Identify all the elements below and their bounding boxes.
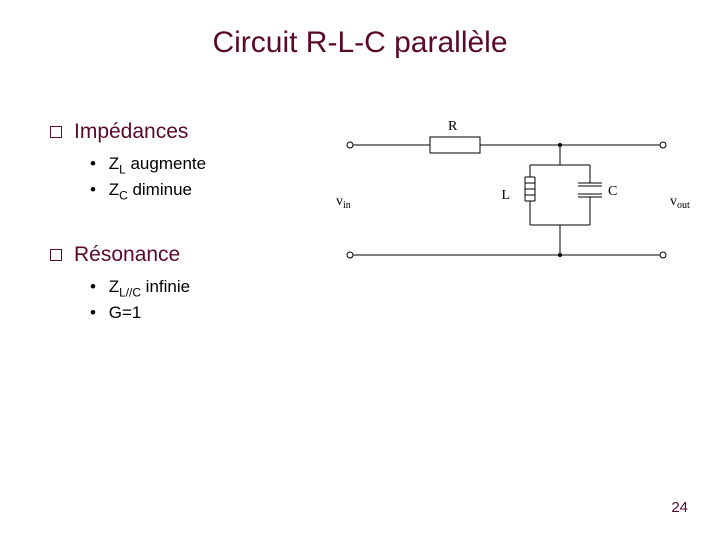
dot-bullet-icon: • bbox=[90, 180, 104, 200]
dot-bullet-icon: • bbox=[90, 303, 104, 323]
content-column: Impédances • ZL augmente • ZC diminue Ré… bbox=[50, 120, 300, 366]
label-vin: vin bbox=[336, 194, 351, 211]
label-R: R bbox=[448, 119, 458, 134]
section-head: Impédances bbox=[50, 120, 300, 144]
section-title: Résonance bbox=[74, 243, 180, 267]
sub-list: • ZL augmente • ZC diminue bbox=[90, 154, 300, 203]
section-impedances: Impédances • ZL augmente • ZC diminue bbox=[50, 120, 300, 203]
dot-bullet-icon: • bbox=[90, 277, 104, 297]
circuit-diagram: R L C vin vout bbox=[330, 115, 690, 295]
item-text: ZC diminue bbox=[109, 180, 192, 199]
square-bullet-icon bbox=[50, 249, 62, 261]
sub-list: • ZL//C infinie • G=1 bbox=[90, 277, 300, 326]
dot-bullet-icon: • bbox=[90, 154, 104, 174]
page-title: Circuit R-L-C parallèle bbox=[0, 26, 720, 60]
list-item: • G=1 bbox=[90, 303, 300, 325]
square-bullet-icon bbox=[50, 126, 62, 138]
label-vout: vout bbox=[670, 194, 690, 211]
label-L: L bbox=[501, 188, 510, 203]
page-number: 24 bbox=[671, 499, 688, 516]
label-C: C bbox=[608, 184, 617, 199]
section-resonance: Résonance • ZL//C infinie • G=1 bbox=[50, 243, 300, 326]
item-text: ZL//C infinie bbox=[109, 277, 190, 296]
list-item: • ZC diminue bbox=[90, 180, 300, 202]
list-item: • ZL augmente bbox=[90, 154, 300, 176]
list-item: • ZL//C infinie bbox=[90, 277, 300, 299]
item-text: ZL augmente bbox=[109, 154, 206, 173]
section-head: Résonance bbox=[50, 243, 300, 267]
item-text: G=1 bbox=[109, 303, 142, 322]
section-title: Impédances bbox=[74, 120, 188, 144]
